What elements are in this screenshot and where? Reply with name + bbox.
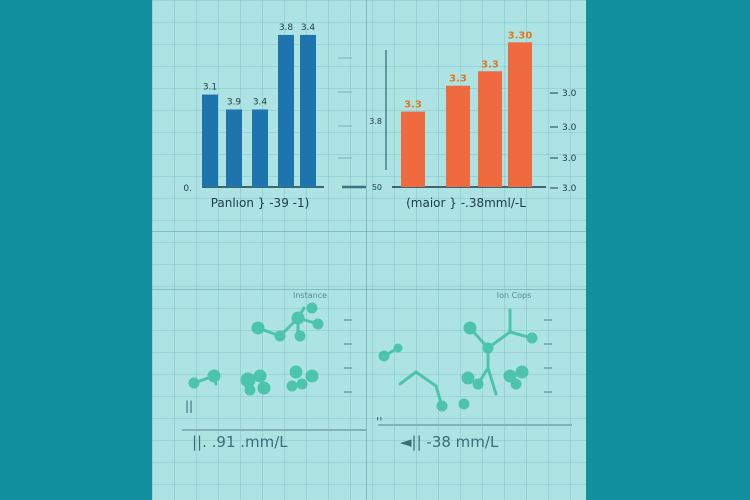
bar — [202, 94, 218, 187]
lower-axis-ticks — [182, 319, 572, 431]
right-tick-label: 3.0 — [562, 184, 577, 194]
bar-value-label: 3.1 — [203, 83, 217, 93]
y-tick-label: 0. — [183, 184, 192, 194]
lower-left-axis-mark: || — [185, 399, 193, 413]
bar — [446, 85, 470, 187]
left-molecule — [188, 302, 324, 396]
bar — [226, 109, 242, 187]
x-axis-label: Panlıon } -39 -1) — [211, 196, 310, 210]
molecule-diagrams: || '' Instance Ion Cops — [182, 291, 572, 431]
left-tick-label: 50 — [372, 183, 382, 192]
orange-bar-chart: 3.3 3.3 3.3 3.30 3.8 50 3.0 3.0 3.0 3.0 (maior } -… — [369, 30, 577, 210]
right-molecule — [378, 308, 538, 412]
bar-value-label: 3.4 — [301, 23, 316, 33]
bar-value-label: 3.4 — [253, 97, 268, 107]
lower-center-mark: '' — [376, 415, 383, 429]
x-axis-label: (maior } -.38mml/-L — [406, 196, 526, 210]
bar-value-label: 3.3 — [481, 59, 499, 70]
bar-value-label: 3.9 — [227, 97, 242, 107]
chart-panel: 3.1 3.9 3.4 3.8 3.4 0. Panlıon } -39 -1) 3.3 3.… — [152, 0, 586, 500]
bar — [300, 34, 316, 188]
lower-left-title: Instance — [293, 291, 327, 300]
panel-divider — [366, 0, 367, 500]
bar-value-label: 3.30 — [508, 30, 533, 41]
right-tick-label: 3.0 — [562, 89, 577, 99]
bar — [252, 109, 268, 187]
bar-value-label: 3.3 — [449, 74, 467, 85]
bar — [508, 42, 532, 188]
section-divider — [152, 289, 586, 290]
left-tick-label: 3.8 — [369, 117, 382, 126]
bar-value-label: 3.3 — [404, 100, 422, 111]
right-tick-label: 3.0 — [562, 123, 577, 133]
bar — [278, 34, 294, 188]
bar — [478, 71, 502, 187]
right-tick-label: 3.0 — [562, 154, 577, 164]
blue-bar-chart: 3.1 3.9 3.4 3.8 3.4 0. Panlıon } -39 -1) — [183, 23, 366, 210]
bar — [401, 111, 425, 187]
bar-value-label: 3.8 — [279, 23, 294, 33]
section-divider — [152, 231, 586, 232]
lower-right-title: Ion Cops — [497, 291, 532, 300]
lower-right-caption: ◄|| -38 mm/L — [400, 433, 499, 451]
lower-left-caption: ||. .91 .mm/L — [192, 433, 288, 451]
